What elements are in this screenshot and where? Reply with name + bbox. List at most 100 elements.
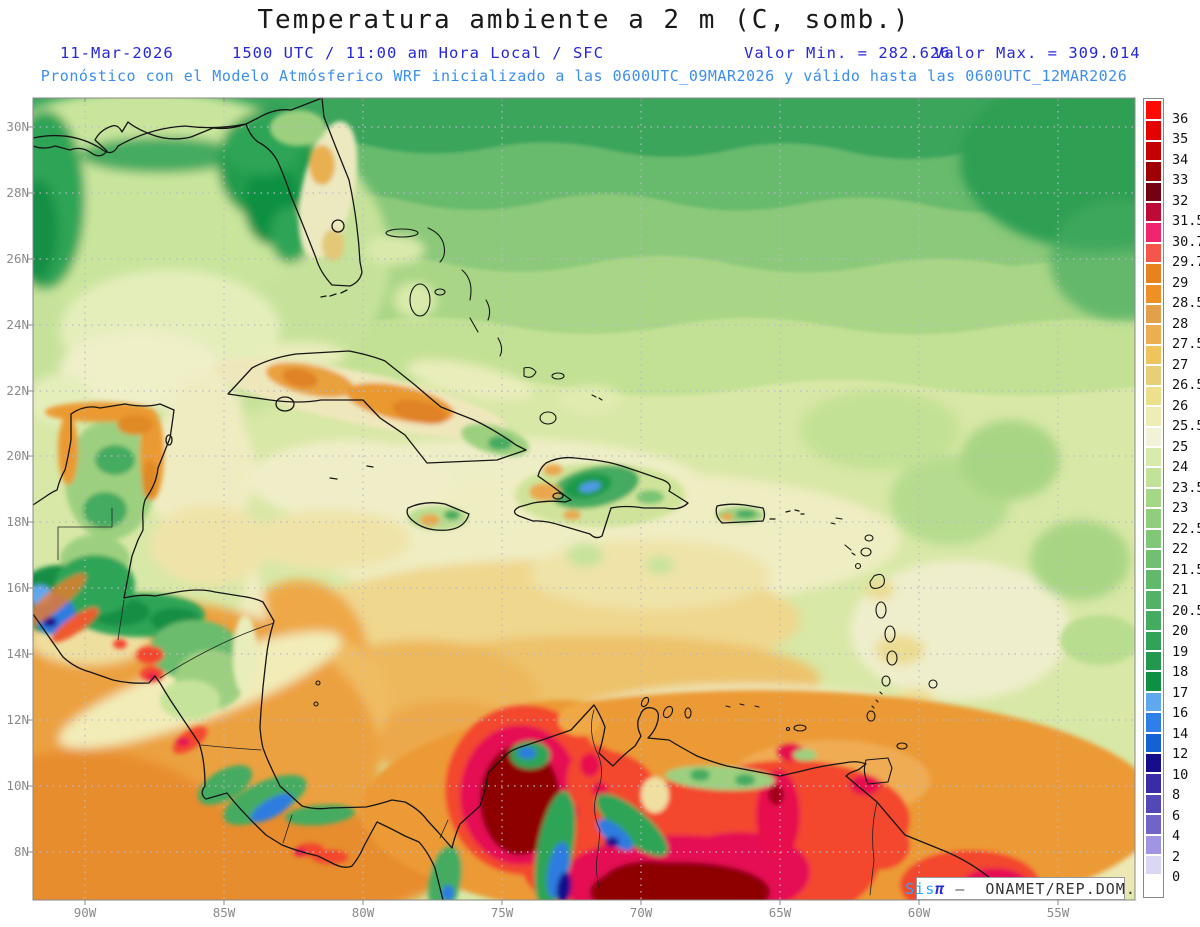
- colorbar-cell: [1146, 366, 1161, 385]
- colorbar-cell: [1146, 856, 1161, 875]
- lat-tick-label: 22N: [6, 383, 29, 398]
- org-name: ONAMET/REP.DOM.: [985, 879, 1136, 898]
- colorbar-tick-label: 35: [1172, 131, 1189, 148]
- colorbar-cell: [1146, 815, 1161, 834]
- colorbar-cell: [1146, 692, 1161, 712]
- colorbar-cell: [1146, 284, 1161, 304]
- model-info-line: Pronóstico con el Modelo Atmósferico WRF…: [40, 67, 1128, 85]
- colorbar-cell: [1146, 447, 1161, 467]
- colorbar-cell: [1146, 611, 1161, 630]
- colorbar-cell: [1146, 754, 1161, 773]
- colorbar-tick-label: 28: [1172, 315, 1189, 332]
- colorbar-cell: [1146, 162, 1161, 181]
- colorbar-cell: [1146, 468, 1161, 487]
- colorbar-tick-label: 27.5: [1172, 336, 1200, 353]
- colorbar-cell: [1146, 876, 1161, 895]
- colorbar-tick-label: 21.5: [1172, 561, 1200, 578]
- colorbar-tick-label: 24: [1172, 459, 1189, 476]
- colorbar-tick-label: 20: [1172, 623, 1189, 640]
- colorbar-tick-label: 29.7: [1172, 254, 1200, 271]
- lat-tick-label: 16N: [6, 580, 29, 595]
- colorbar-cell: [1146, 631, 1161, 650]
- colorbar-tick-label: 28.5: [1172, 295, 1200, 312]
- colorbar-cell: [1146, 203, 1161, 222]
- brand-text: Sis: [905, 879, 936, 898]
- colorbar-cell: [1146, 733, 1161, 752]
- lat-tick-label: 20N: [6, 448, 29, 463]
- org-text: [965, 880, 985, 898]
- map-frame: [32, 97, 1136, 901]
- colorbar: [1143, 98, 1164, 898]
- florida-keys: [320, 289, 348, 298]
- value-max: Valor Max. = 309.014: [934, 44, 1141, 62]
- coastline-cuba: [227, 350, 527, 464]
- colorbar-tick-label: 29: [1172, 274, 1189, 291]
- colorbar-cell: [1146, 407, 1161, 426]
- colorbar-tick-label: 0: [1172, 869, 1181, 886]
- isla-juventud: [275, 396, 295, 412]
- colorbar-tick-label: 14: [1172, 725, 1189, 742]
- colorbar-cell: [1146, 305, 1161, 324]
- colorbar-cell: [1146, 243, 1161, 263]
- lon-tick-label: 90W: [73, 905, 97, 920]
- colorbar-cell: [1146, 590, 1161, 610]
- colorbar-tick-label: 6: [1172, 807, 1181, 824]
- colorbar-cell: [1146, 182, 1161, 202]
- colorbar-cell: [1146, 672, 1161, 691]
- colorbar-cell: [1146, 835, 1161, 855]
- colorbar-cell: [1146, 570, 1161, 589]
- colorbar-cell: [1146, 141, 1161, 161]
- coastline-layer: [33, 98, 1006, 900]
- colorbar-tick-label: 23.5: [1172, 479, 1200, 496]
- lat-tick-label: 18N: [6, 514, 29, 529]
- cayman-islands: [329, 465, 374, 480]
- colorbar-tick-label: 4: [1172, 828, 1181, 845]
- value-min: Valor Min. = 282.626: [744, 44, 951, 62]
- colorbar-tick-label: 2: [1172, 848, 1181, 865]
- colorbar-cell: [1146, 529, 1161, 548]
- colorbar-tick-label: 8: [1172, 787, 1181, 804]
- colorbar-cell: [1146, 101, 1161, 120]
- colorbar-cell: [1146, 509, 1161, 528]
- attribution-box: Sis π – ONAMET/REP.DOM.: [905, 877, 1135, 900]
- lon-tick-label: 80W: [351, 905, 375, 920]
- colorbar-tick-label: 22: [1172, 541, 1189, 558]
- cozumel: [165, 434, 173, 446]
- lat-tick-label: 10N: [6, 778, 29, 793]
- colorbar-tick-label: 23: [1172, 500, 1189, 517]
- virgin-islands: [769, 509, 805, 520]
- colorbar-tick-label: 31.5: [1172, 213, 1200, 230]
- forecast-date: 11-Mar-2026: [60, 44, 174, 62]
- colorbar-tick-label: 34: [1172, 151, 1189, 168]
- colorbar-tick-label: 36: [1172, 110, 1189, 127]
- colorbar-tick-label: 19: [1172, 643, 1189, 660]
- coastline-jamaica: [406, 502, 470, 531]
- colorbar-tick-label: 20.5: [1172, 602, 1200, 619]
- colorbar-cell: [1146, 713, 1161, 732]
- lat-tick-label: 26N: [6, 251, 29, 266]
- pi-glyph: π: [935, 879, 946, 898]
- colorbar-tick-label: 25: [1172, 438, 1189, 455]
- colorbar-cell: [1146, 345, 1161, 365]
- lon-tick-label: 55W: [1046, 905, 1070, 920]
- colorbar-tick-label: 18: [1172, 664, 1189, 681]
- coastline-hispaniola: [513, 456, 689, 539]
- coastline-puerto-rico: [715, 503, 766, 524]
- colorbar-tick-label: 27: [1172, 356, 1189, 373]
- lon-tick-label: 70W: [629, 905, 653, 920]
- separator-dash: [945, 880, 955, 898]
- lat-tick-label: 30N: [6, 119, 29, 134]
- colorbar-cell: [1146, 121, 1161, 140]
- colorbar-cell: [1146, 549, 1161, 569]
- coastline-us-gulf: [33, 121, 247, 157]
- colorbar-tick-label: 16: [1172, 705, 1189, 722]
- coastline-florida: [245, 98, 363, 287]
- axis-ticks: [28, 98, 1059, 905]
- lon-tick-label: 75W: [490, 905, 514, 920]
- colorbar-tick-label: 12: [1172, 746, 1189, 763]
- colorbar-tick-label: 25.5: [1172, 418, 1200, 435]
- colorbar-cell: [1146, 386, 1161, 406]
- colorbar-cell: [1146, 774, 1161, 793]
- lat-tick-label: 14N: [6, 646, 29, 661]
